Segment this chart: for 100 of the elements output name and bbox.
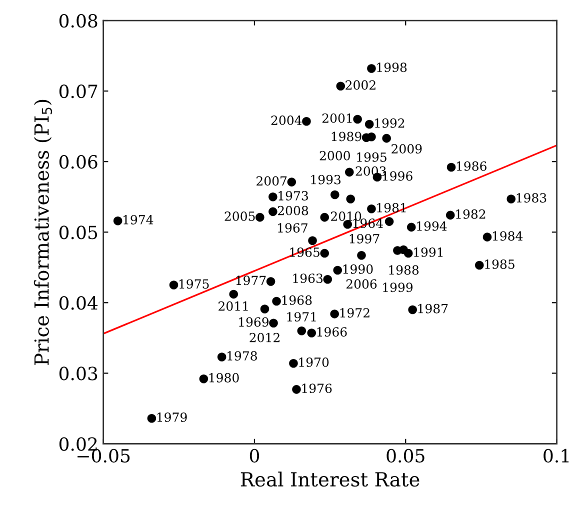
point (323, 275, 332, 284)
y-tick-label: 0.06 (59, 155, 98, 169)
annotation: 2010 (331, 211, 362, 221)
annotation: 1993 (311, 174, 341, 184)
point (297, 326, 306, 336)
point (320, 212, 329, 222)
point (272, 296, 281, 306)
y-axis-title: Price Informativeness (PI$_{5}$) (34, 100, 52, 365)
point (308, 236, 317, 245)
annotation: 1985 (485, 259, 514, 269)
annotation: 1976 (302, 384, 332, 394)
annotation: 1997 (350, 234, 380, 244)
annotation: 1987 (418, 304, 448, 314)
point (229, 290, 238, 299)
y-tick-label: 0.04 (59, 296, 98, 310)
y-tick-label: 0.03 (59, 366, 98, 380)
point (346, 194, 355, 204)
annotation: 1989 (332, 132, 362, 142)
annotation: 1971 (287, 312, 316, 322)
point (367, 204, 376, 214)
point (268, 192, 278, 202)
annotation: 1968 (282, 295, 312, 305)
point (336, 82, 346, 91)
point (113, 216, 122, 226)
point (333, 266, 342, 275)
point (256, 212, 264, 222)
annotation: 2009 (392, 144, 422, 154)
annotation: 1994 (417, 221, 447, 231)
point (287, 178, 296, 186)
point (330, 190, 340, 200)
point (320, 248, 329, 258)
annotation: 1973 (278, 191, 308, 200)
annotation: 1986 (456, 161, 486, 171)
y-tick-label: 0.05 (59, 226, 98, 240)
point (266, 277, 276, 286)
annotation: 2007 (256, 176, 287, 186)
annotation: 1977 (236, 276, 266, 286)
annotation: 2012 (250, 332, 280, 342)
point (268, 207, 278, 216)
point (292, 385, 301, 394)
point (364, 120, 374, 129)
annotation: 2011 (218, 301, 248, 311)
x-tick-label: 0.05 (386, 448, 424, 463)
point (217, 352, 226, 362)
point (199, 374, 208, 384)
point (446, 210, 455, 220)
x-tick-label: 0 (250, 448, 260, 463)
annotation: 1969 (239, 317, 269, 327)
annotation: 2001 (322, 113, 352, 123)
annotation: 1975 (179, 279, 209, 289)
annotation: 1999 (383, 282, 413, 292)
point (393, 246, 402, 255)
annotation: 1990 (343, 264, 373, 274)
point (384, 217, 394, 226)
annotation: 1981 (377, 203, 406, 212)
annotation: 2002 (346, 80, 376, 90)
annotation: 1980 (209, 373, 239, 382)
annotation: 1963 (293, 274, 323, 284)
y-tick-label: 0.08 (59, 14, 98, 28)
annotation: 1966 (317, 327, 347, 337)
annotation: 1978 (228, 351, 257, 361)
point (302, 116, 311, 126)
annotation: 2000 (320, 150, 350, 160)
point (169, 280, 178, 290)
point (482, 232, 492, 242)
point (357, 251, 366, 260)
annotation: 1991 (414, 247, 443, 257)
annotation: 2008 (278, 206, 308, 216)
annotation: 1974 (124, 215, 154, 224)
annotation: 1983 (516, 193, 546, 203)
point (260, 304, 270, 314)
annotation: 1982 (456, 209, 486, 219)
point (353, 114, 362, 124)
annotation: 2006 (346, 279, 377, 289)
y-tick-label: 0.07 (59, 84, 98, 98)
point (506, 194, 516, 204)
point (147, 414, 156, 423)
x-axis-title: Real Interest Rate (240, 472, 420, 487)
x-tick-label: −0.05 (78, 448, 130, 463)
point (367, 64, 376, 73)
annotation: 1988 (389, 265, 419, 275)
point (474, 260, 484, 270)
annotation: 1992 (375, 118, 404, 128)
y-tick-label: 0.02 (59, 437, 97, 451)
x-tick-label: 0.1 (544, 448, 569, 463)
point (289, 358, 298, 368)
annotation: 1967 (278, 223, 308, 233)
annotation: 1979 (157, 412, 187, 422)
point (408, 305, 417, 314)
annotation: 1972 (340, 308, 370, 318)
point (269, 318, 278, 328)
annotation: 2004 (271, 116, 302, 126)
point (382, 134, 391, 143)
point (446, 162, 456, 172)
annotation: 1970 (299, 358, 329, 367)
annotation: 1995 (357, 152, 386, 162)
annotation: 1998 (377, 62, 407, 72)
point (406, 222, 416, 232)
annotation: 1984 (492, 231, 523, 241)
point (307, 328, 316, 338)
